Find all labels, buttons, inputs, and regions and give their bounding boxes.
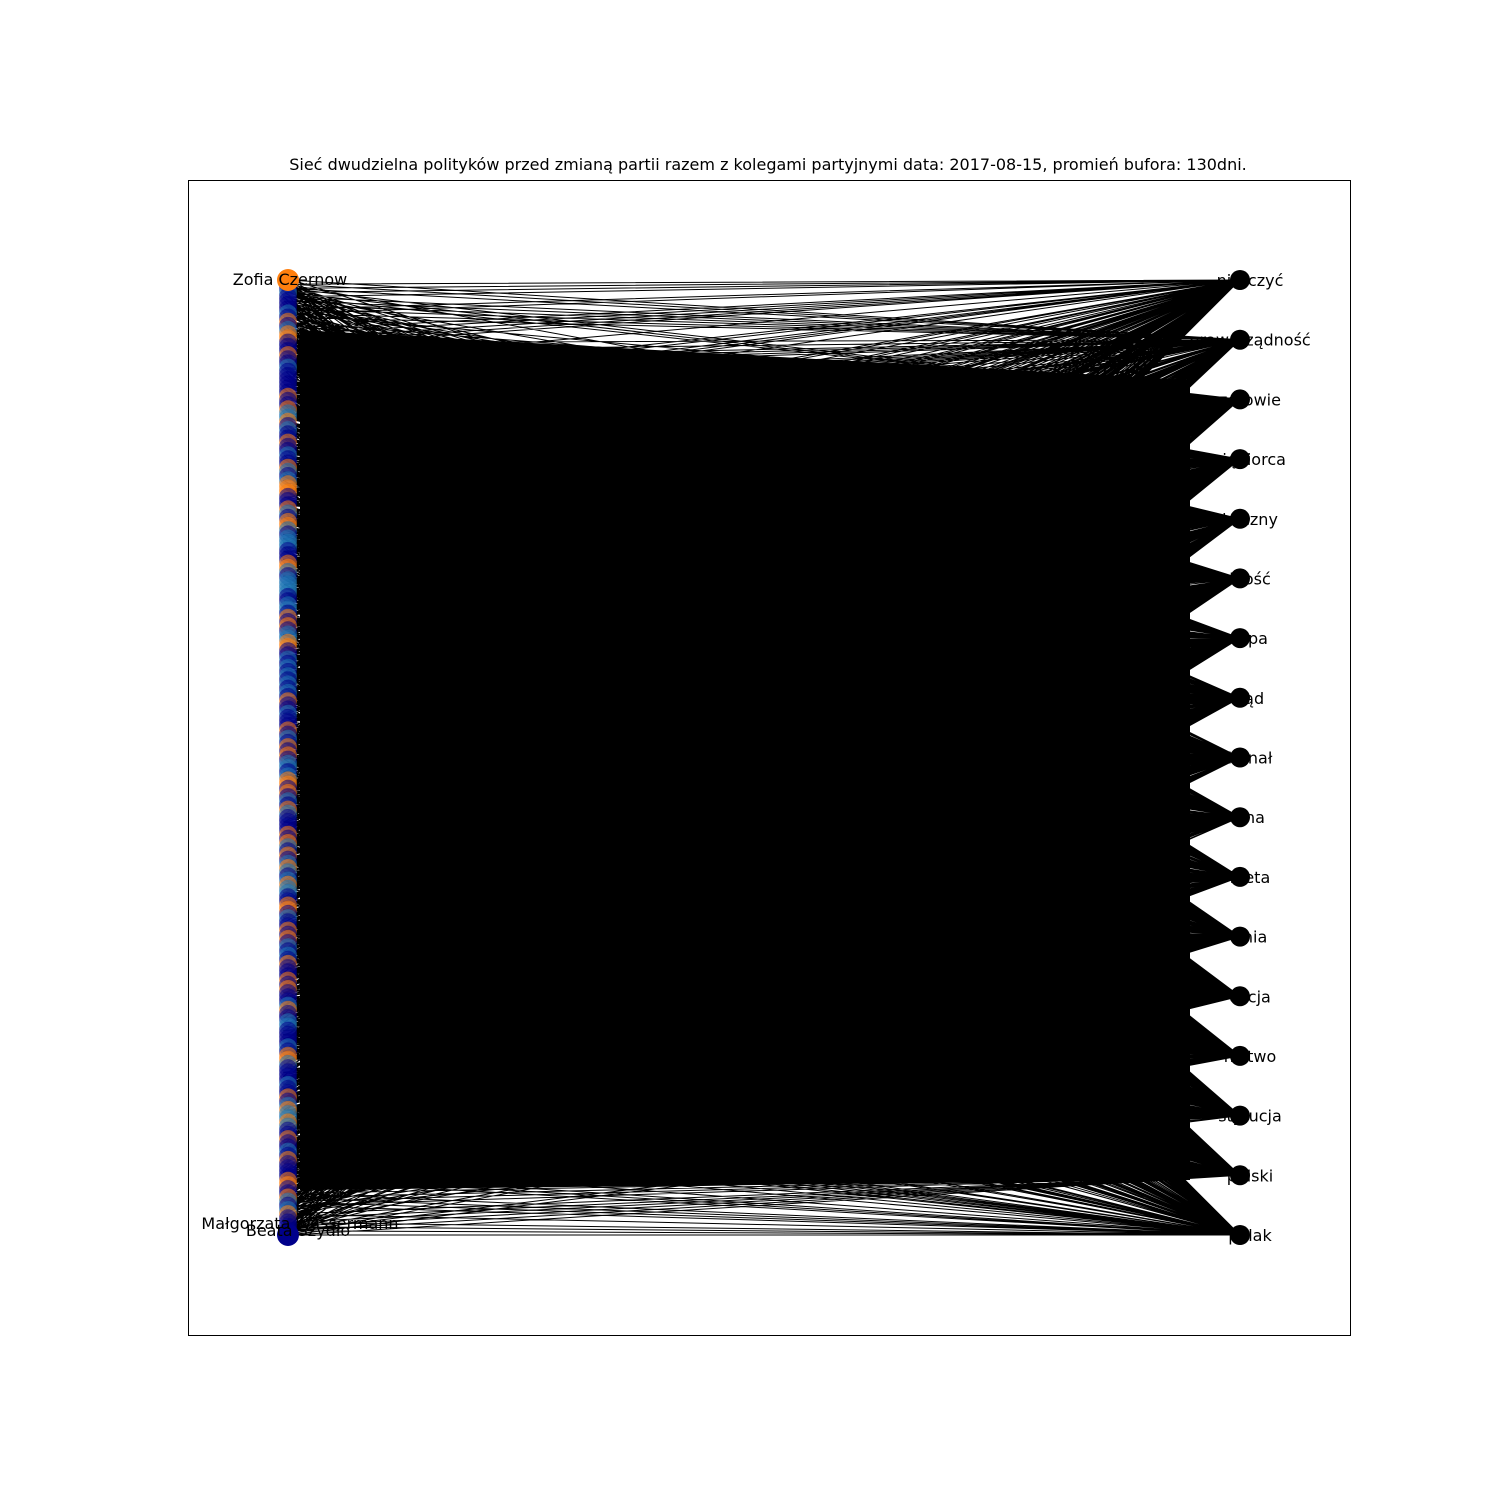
word-node-label: unia <box>1233 928 1268 947</box>
word-node-label: ropa <box>1232 629 1268 648</box>
word-node <box>1230 329 1250 350</box>
word-node-label: siębiorca <box>1214 450 1286 469</box>
word-node-label: bunał <box>1228 749 1273 768</box>
word-node <box>1230 986 1250 1007</box>
word-node-label: sąd <box>1236 689 1264 708</box>
word-node <box>1230 866 1250 887</box>
word-node <box>1230 926 1250 947</box>
word-node <box>1230 1045 1250 1066</box>
politician-label: Małgorzata Wassermann <box>201 1214 398 1233</box>
word-node-label: lność <box>1229 569 1271 588</box>
edges-layer <box>282 279 1241 1236</box>
edge-density-mass <box>300 330 1190 1190</box>
word-node <box>1230 628 1250 649</box>
word-node <box>1230 747 1250 768</box>
word-node-label: stytucja <box>1218 1107 1282 1126</box>
word-node-label: polak <box>1228 1226 1272 1245</box>
word-node <box>1230 807 1250 828</box>
word-node-label: praworządność <box>1189 331 1310 350</box>
word-node-label: ena <box>1235 808 1265 827</box>
word-node <box>1230 449 1250 470</box>
politician-label: Zofia Czernow <box>233 270 347 289</box>
word-node <box>1230 1105 1250 1126</box>
word-node-label: niszczyć <box>1217 271 1284 290</box>
word-nodes-layer <box>1230 270 1250 1245</box>
word-node-label: polski <box>1227 1166 1273 1185</box>
politician-node-bottom <box>277 1224 299 1246</box>
word-node <box>1230 508 1250 529</box>
word-node <box>1230 1165 1250 1186</box>
word-node <box>1230 687 1250 708</box>
labels-layer: niszczyć praworządność zdrowie siębiorca bli… <box>201 270 1310 1245</box>
word-node-label: nictwo <box>1224 1047 1277 1066</box>
word-node <box>1230 568 1250 589</box>
politician-node-top <box>277 269 299 291</box>
word-node-label: olicja <box>1229 987 1271 1006</box>
word-node <box>1230 1225 1250 1245</box>
word-node-label: bliczny <box>1222 510 1278 529</box>
word-node-label: bieta <box>1230 868 1271 887</box>
politician-label: Beata Szydło <box>246 1221 350 1240</box>
word-node <box>1230 270 1250 290</box>
word-node <box>1230 389 1250 410</box>
word-node-label: zdrowie <box>1219 390 1281 409</box>
politician-nodes-layer <box>277 269 299 1246</box>
chart-title: Sieć dwudzielna polityków przed zmianą p… <box>289 155 1247 174</box>
